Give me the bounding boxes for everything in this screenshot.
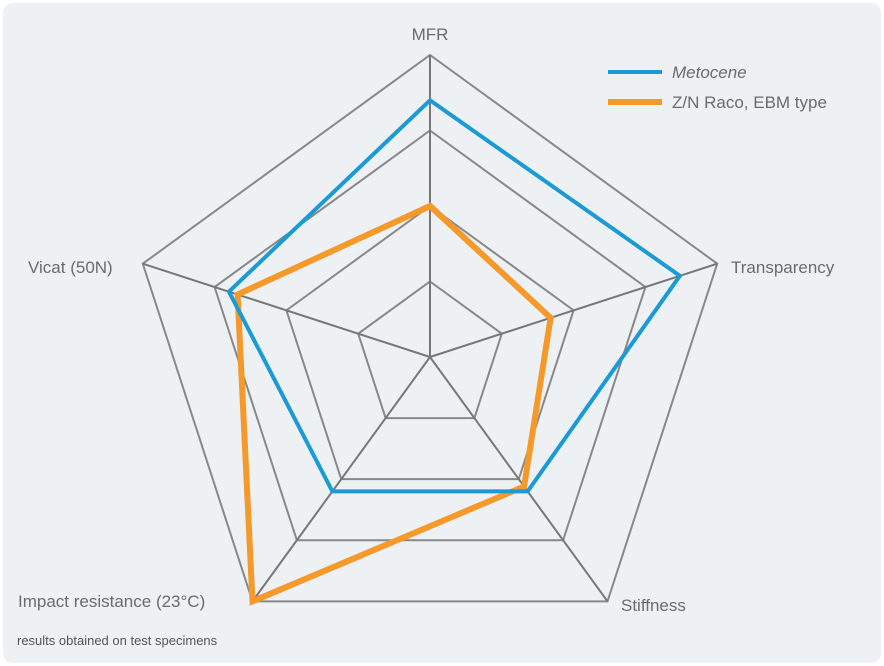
chart-panel: [3, 3, 881, 663]
legend-label-1: Z/N Raco, EBM type: [672, 93, 827, 112]
axis-label-4: Vicat (50N): [28, 258, 113, 277]
legend: Metocene Z/N Raco, EBM type: [608, 63, 827, 112]
grid-ring-3: [213, 129, 647, 542]
axis-spoke-1: [429, 262, 718, 358]
axis-labels: MFR Transparency Stiffness Impact resistanc…: [18, 25, 835, 615]
grid-ring-2: [285, 204, 575, 481]
axis-label-2: Stiffness: [621, 596, 686, 615]
axis-spoke-2: [429, 356, 609, 602]
axis-spoke-4: [142, 262, 431, 358]
series-line-1: [234, 202, 554, 606]
series-line-0: [226, 97, 683, 494]
legend-label-0: Metocene: [672, 63, 747, 82]
series-layer: [226, 97, 683, 606]
grid-ring-1: [357, 280, 503, 420]
grid: [141, 53, 719, 603]
axis-spoke-3: [251, 356, 431, 602]
axis-label-1: Transparency: [731, 258, 835, 277]
footnote: results obtained on test specimens: [17, 633, 218, 648]
axis-label-3: Impact resistance (23°C): [18, 592, 205, 611]
grid-ring-4: [141, 53, 719, 603]
axis-label-0: MFR: [412, 25, 449, 44]
